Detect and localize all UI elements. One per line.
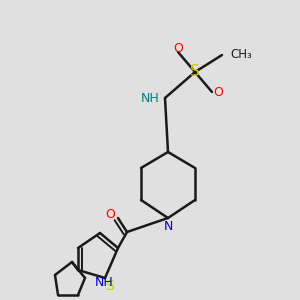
Text: CH₃: CH₃	[230, 49, 252, 62]
Text: NH: NH	[141, 92, 160, 104]
Text: NH: NH	[95, 277, 114, 290]
Text: S: S	[106, 279, 114, 293]
Text: S: S	[190, 64, 200, 80]
Text: O: O	[173, 43, 183, 56]
Text: O: O	[213, 85, 223, 98]
Text: O: O	[105, 208, 115, 221]
Text: N: N	[163, 220, 173, 232]
